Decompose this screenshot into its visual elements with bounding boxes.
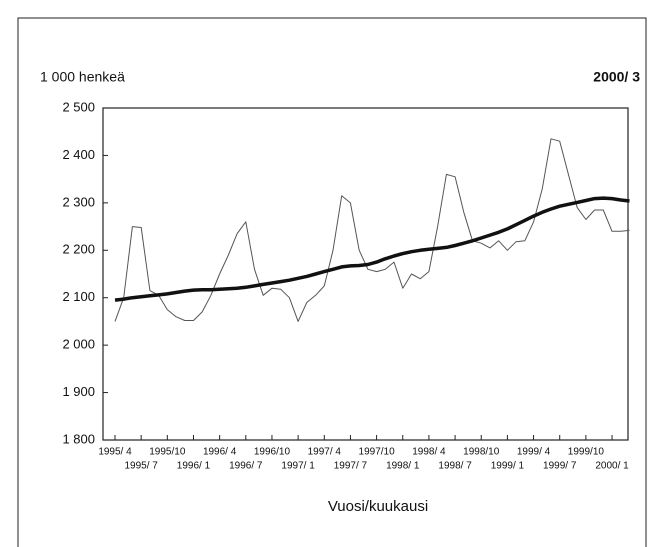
x-tick-label: 1996/10 xyxy=(254,447,291,458)
x-tick-label: 2000/ 1 xyxy=(595,461,629,472)
plot-area xyxy=(102,107,629,441)
x-tick-label: 1998/10 xyxy=(463,447,500,458)
frame xyxy=(17,17,647,547)
y-tick-label: 1 900 xyxy=(62,384,95,399)
y-tick-label: 2 000 xyxy=(62,337,95,352)
x-tick-label: 1996/ 7 xyxy=(229,461,263,472)
x-tick-label: 1998/ 4 xyxy=(412,447,446,458)
x-tick-label: 1996/ 1 xyxy=(177,461,211,472)
y-tick-label: 2 300 xyxy=(62,194,95,209)
y-tick-label: 2 200 xyxy=(62,242,95,257)
x-tick-label: 1999/ 1 xyxy=(491,461,525,472)
series-line xyxy=(114,196,630,302)
x-tick-label: 1996/ 4 xyxy=(203,447,237,458)
x-axis-label: Vuosi/kuukausi xyxy=(328,498,428,515)
x-tick-label: 1999/ 4 xyxy=(517,447,551,458)
x-tick-label: 1997/ 7 xyxy=(334,461,368,472)
y-tick-label: 1 800 xyxy=(62,431,95,446)
y-unit-label: 1 000 henkeä xyxy=(40,69,125,85)
x-tick-label: 1997/ 1 xyxy=(281,461,315,472)
x-tick-label: 1995/ 4 xyxy=(98,447,132,458)
x-tick-label: 1995/10 xyxy=(149,447,186,458)
period-label: 2000/ 3 xyxy=(593,69,640,85)
x-tick-label: 1995/ 7 xyxy=(124,461,158,472)
series-line xyxy=(114,138,630,322)
y-tick-label: 2 500 xyxy=(62,99,95,114)
y-tick-label: 2 100 xyxy=(62,289,95,304)
y-tick-label: 2 400 xyxy=(62,147,95,162)
x-tick-label: 1998/ 7 xyxy=(438,461,472,472)
x-tick-label: 1999/ 7 xyxy=(543,461,577,472)
x-tick-label: 1997/10 xyxy=(359,447,396,458)
x-tick-label: 1998/ 1 xyxy=(386,461,420,472)
x-tick-label: 1999/10 xyxy=(568,447,605,458)
x-tick-label: 1997/ 4 xyxy=(308,447,342,458)
